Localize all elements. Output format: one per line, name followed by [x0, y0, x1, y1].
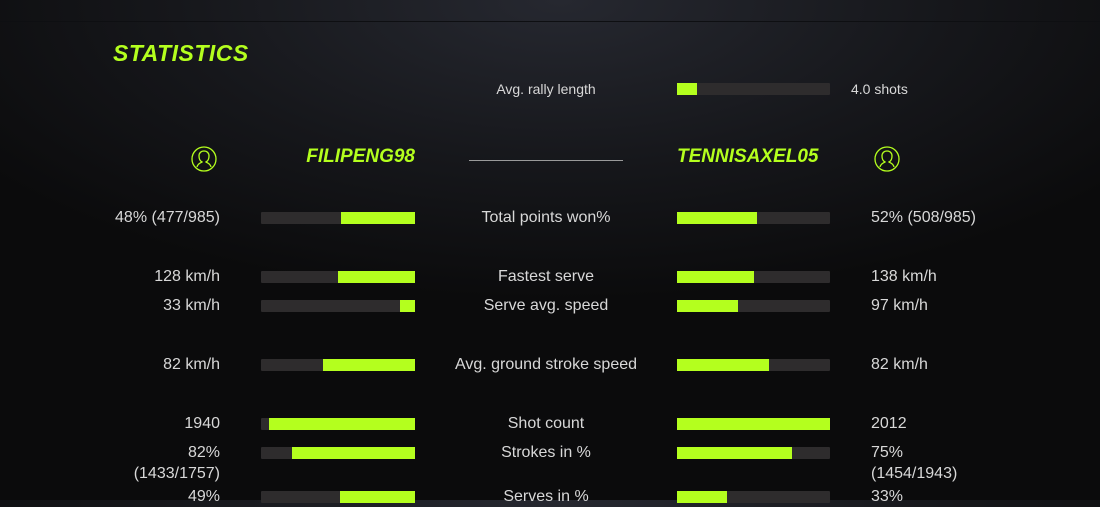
stat-right-bar — [677, 300, 830, 312]
stat-bar-fill — [677, 300, 739, 312]
stat-right-value: 52% (508/985) — [871, 209, 976, 226]
stat-right-value: 75% — [871, 444, 904, 461]
stat-left-value: 128 km/h — [154, 268, 220, 285]
stat-bar-fill — [399, 300, 415, 312]
stat-right-bar — [677, 447, 830, 459]
stat-bar-fill — [338, 271, 415, 283]
stat-bar-fill — [341, 212, 415, 224]
user-icon — [191, 146, 217, 172]
stat-bar-fill — [339, 491, 415, 503]
stat-bar-fill — [677, 271, 754, 283]
stat-label: Total points won% — [481, 209, 611, 226]
stat-right-bar — [677, 418, 830, 430]
rally-bar — [677, 83, 830, 95]
stat-label: Shot count — [507, 415, 585, 432]
stat-bar-fill — [268, 418, 415, 430]
players-divider — [469, 160, 623, 161]
player-right-name: TENNISAXEL05 — [677, 146, 819, 167]
stat-label: Serves in % — [503, 488, 589, 505]
stat-label: Serve avg. speed — [483, 297, 609, 314]
stat-left-value: 33 km/h — [163, 297, 220, 314]
stat-right-detail: (1454/1943) — [871, 465, 958, 482]
stat-bar-fill — [677, 418, 830, 430]
page-title: STATISTICS — [113, 40, 249, 66]
stat-label: Avg. ground stroke speed — [454, 356, 638, 373]
rally-value: 4.0 shots — [851, 81, 908, 97]
stat-left-detail: (1433/1757) — [133, 465, 220, 482]
rally-label: Avg. rally length — [496, 81, 596, 97]
rally-bar-fill — [677, 83, 697, 95]
stat-left-value: 82 km/h — [163, 356, 220, 373]
stat-label: Strokes in % — [501, 444, 591, 461]
stat-right-value: 33% — [871, 488, 904, 505]
stat-left-bar — [261, 271, 415, 283]
stat-right-value: 138 km/h — [871, 268, 937, 285]
stat-right-bar — [677, 212, 830, 224]
stat-label: Fastest serve — [497, 268, 595, 285]
player-left-name: FILIPENG98 — [306, 146, 415, 167]
stat-left-bar — [261, 491, 415, 503]
stat-right-value: 82 km/h — [871, 356, 928, 373]
stat-bar-fill — [291, 447, 415, 459]
stat-left-value: 49% — [187, 488, 220, 505]
stat-left-bar — [261, 447, 415, 459]
stat-bar-fill — [677, 491, 728, 503]
stat-right-value: 2012 — [871, 415, 907, 432]
stat-left-value: 82% — [187, 444, 220, 461]
header-divider — [0, 21, 1100, 22]
stat-left-bar — [261, 359, 415, 371]
user-icon — [874, 146, 900, 172]
stat-left-bar — [261, 418, 415, 430]
stat-left-value: 1940 — [184, 415, 220, 432]
stat-bar-fill — [322, 359, 415, 371]
stat-bar-fill — [677, 447, 792, 459]
stat-right-value: 97 km/h — [871, 297, 928, 314]
stat-bar-fill — [677, 359, 769, 371]
stat-left-value: 48% (477/985) — [115, 209, 220, 226]
stat-left-bar — [261, 300, 415, 312]
stat-right-bar — [677, 491, 830, 503]
stat-right-bar — [677, 271, 830, 283]
stat-left-bar — [261, 212, 415, 224]
stat-bar-fill — [677, 212, 757, 224]
stat-right-bar — [677, 359, 830, 371]
